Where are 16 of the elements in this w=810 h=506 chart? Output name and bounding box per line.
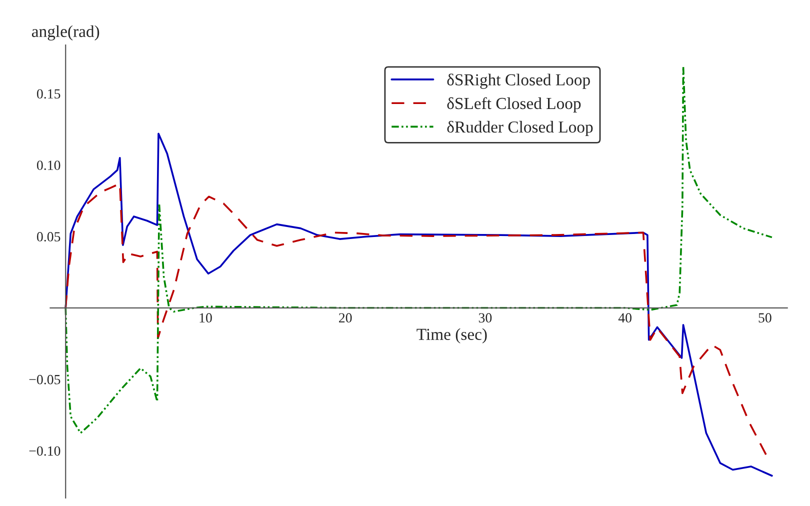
y-tick-label: 0.05 (36, 232, 60, 242)
x-tick-label: 10 (200, 313, 212, 323)
x-tick-label: 50 (758, 313, 772, 323)
x-axis-title: Time (sec) (416, 328, 487, 344)
x-tick-label: 30 (478, 313, 492, 323)
legend-label: δSLeft Closed Loop (447, 97, 581, 112)
y-tick-label: 0.10 (36, 160, 60, 170)
legend-label: δRudder Closed Loop (447, 120, 593, 136)
legend-label: δSRight Closed Loop (447, 74, 590, 89)
y-tick-label: 0.15 (36, 89, 60, 99)
line-series (64, 66, 773, 434)
x-tick-label: 20 (339, 313, 352, 323)
y-axis-title: angle(rad) (32, 25, 100, 41)
y-tick-label: −0.05 (29, 374, 60, 384)
x-tick-label: 40 (618, 313, 632, 323)
y-tick-label: −0.10 (29, 446, 60, 456)
